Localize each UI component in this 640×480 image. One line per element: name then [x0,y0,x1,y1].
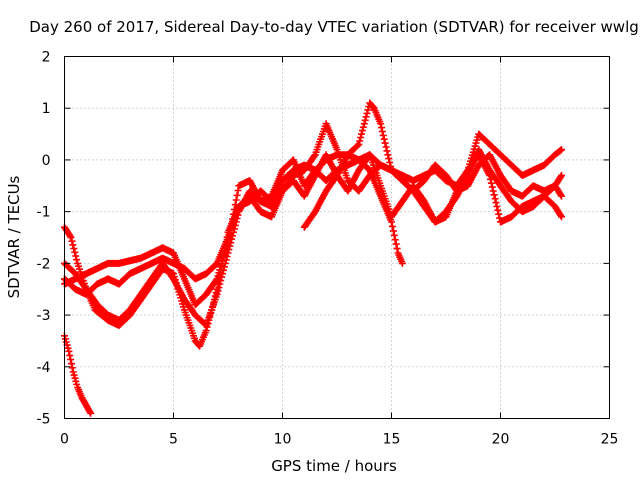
x-tick-label: 15 [383,432,401,448]
x-axis-label: GPS time / hours [271,457,397,475]
y-axis-label: SDTVAR / TECUs [5,175,23,298]
grid [64,56,610,419]
plot-area [61,99,565,417]
y-tick-label: 2 [42,50,51,66]
series-track-1 [61,332,95,417]
x-tick-label: 5 [169,432,178,448]
y-tick-label: -1 [37,205,51,221]
y-tick-label: -4 [37,360,51,376]
y-tick-label: 0 [42,153,51,169]
series-markers [61,332,95,417]
chart-title: Day 260 of 2017, Sidereal Day-to-day VTE… [29,18,639,36]
x-tick-label: 0 [60,432,69,448]
y-tick-label: -3 [37,308,51,324]
series-markers [300,99,565,231]
y-tick-label: -5 [37,412,51,428]
x-tick-label: 25 [601,432,619,448]
axis-ticks: 0 5 10 15 20 25 -5 -4 -3 -2 -1 0 1 2 [37,50,619,448]
series-track-6 [300,99,565,231]
y-tick-label: 1 [42,101,51,117]
x-tick-label: 20 [492,432,510,448]
y-tick-label: -2 [37,256,51,272]
plot-frame [64,56,610,419]
x-tick-label: 10 [274,432,292,448]
